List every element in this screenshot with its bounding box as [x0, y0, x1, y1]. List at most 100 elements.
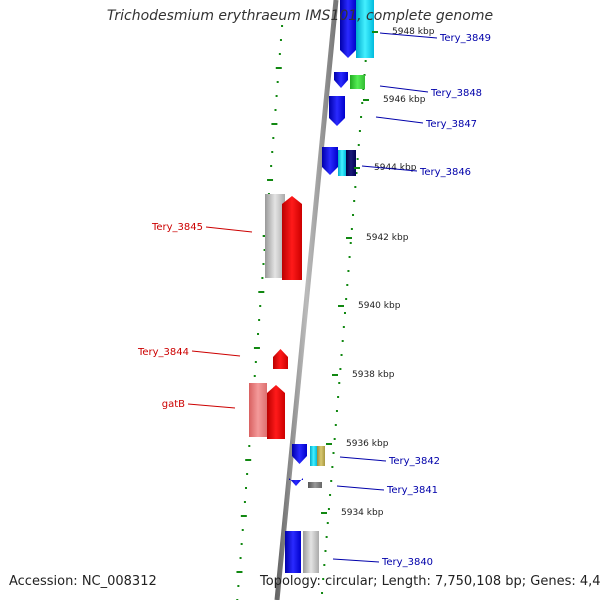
track-dot [339, 368, 342, 370]
genome-summary: Topology: circular; Length: 7,750,108 bp… [260, 574, 600, 589]
track-dot [263, 249, 266, 251]
gene-label-leader [191, 350, 241, 357]
track-dot [245, 459, 252, 461]
track-dot [246, 473, 249, 475]
track-dot [358, 130, 361, 132]
gene-label-leader [187, 403, 236, 409]
track-dot [356, 158, 359, 160]
track-dot [324, 550, 327, 552]
track-dot [267, 179, 274, 181]
gene-label-tery-3848[interactable]: Tery_3848 [430, 88, 482, 99]
track-dot [253, 375, 256, 377]
gene-tery-3842c-glyph[interactable] [317, 446, 325, 466]
track-dot [349, 242, 352, 244]
kbp-tick-mark [326, 443, 332, 445]
gene-tery-3846c-glyph[interactable] [346, 150, 356, 176]
track-dot [323, 564, 326, 566]
kbp-tick-label: 5934 kbp [341, 508, 384, 518]
gene-tery-3841-glyph[interactable] [289, 478, 303, 486]
track-dot [272, 137, 275, 139]
kbp-tick-mark [354, 167, 360, 169]
track-dot [340, 354, 343, 356]
kbp-tick-mark [372, 31, 378, 33]
kbp-tick-label: 5944 kbp [374, 163, 417, 173]
track-dot [261, 277, 264, 279]
track-dot [237, 585, 240, 587]
genome-backbone [274, 0, 339, 600]
track-dot [243, 501, 246, 503]
gene-label-leader [339, 456, 387, 462]
gene-tery-3846-glyph[interactable] [322, 147, 338, 175]
gene-tery-3841b-glyph[interactable] [308, 482, 322, 488]
track-dot [330, 480, 333, 482]
gene-tery-3849b-glyph[interactable] [356, 0, 374, 58]
track-dot [240, 515, 247, 517]
gene-label-tery-3847[interactable]: Tery_3847 [425, 119, 477, 130]
kbp-tick-label: 5946 kbp [383, 95, 426, 105]
track-dot [342, 326, 345, 328]
gene-tery-3848-glyph[interactable] [334, 72, 348, 88]
track-dot [325, 536, 328, 538]
track-dot [245, 487, 248, 489]
track-dot [353, 200, 356, 202]
track-dot [335, 410, 338, 412]
gene-tery-3840b-glyph[interactable] [303, 531, 319, 573]
gene-label-leader [379, 32, 438, 39]
track-dot [326, 522, 329, 524]
accession-text: Accession: NC_008312 [9, 574, 157, 589]
track-dot [337, 396, 340, 398]
gene-label-tery-3845[interactable]: Tery_3845 [151, 222, 203, 233]
gene-tery-3840-glyph[interactable] [285, 531, 301, 573]
track-dot [258, 291, 265, 293]
gene-label-tery-3841[interactable]: Tery_3841 [386, 485, 438, 496]
gene-label-leader [379, 85, 429, 93]
gene-label-tery-3842[interactable]: Tery_3842 [388, 456, 440, 467]
gene-tery-3842-glyph[interactable] [292, 444, 307, 464]
track-dot [332, 452, 335, 454]
kbp-tick-label: 5938 kbp [352, 370, 395, 380]
gene-label-leader [332, 558, 380, 563]
track-dot [322, 578, 325, 580]
track-dot [331, 466, 334, 468]
track-dot [333, 438, 336, 440]
gene-label-tery-3849[interactable]: Tery_3849 [439, 33, 491, 44]
track-dot [240, 543, 243, 545]
gene-label-leader [336, 485, 385, 491]
gene-label-leader [375, 116, 424, 124]
gene-gatb-b-glyph[interactable] [249, 383, 267, 437]
gene-gatb-glyph[interactable] [267, 385, 285, 439]
gene-tery-3848b-glyph[interactable] [350, 75, 365, 89]
track-dot [279, 39, 282, 41]
track-dot [262, 263, 265, 265]
kbp-tick-mark [338, 305, 344, 307]
track-dot [357, 144, 360, 146]
gene-tery-3847-glyph[interactable] [329, 96, 345, 126]
gene-label-tery-3840[interactable]: Tery_3840 [381, 557, 433, 568]
kbp-tick-mark [363, 99, 369, 101]
kbp-tick-label: 5942 kbp [366, 233, 409, 243]
track-dot [275, 67, 282, 69]
gene-tery-3845-glyph[interactable] [282, 196, 302, 280]
track-dot [364, 60, 367, 62]
gene-tery-3849-glyph[interactable] [340, 0, 356, 58]
gene-label-tery-3844[interactable]: Tery_3844 [137, 347, 189, 358]
gene-tery-3845b-glyph[interactable] [265, 194, 285, 278]
gene-label-tery-3846[interactable]: Tery_3846 [419, 167, 471, 178]
track-dot [321, 592, 324, 594]
gene-label-leader [205, 226, 253, 233]
gene-tery-3846b-glyph[interactable] [338, 150, 346, 176]
track-dot [271, 123, 278, 125]
gene-tery-3844-glyph[interactable] [273, 349, 288, 369]
track-dot [259, 305, 262, 307]
track-dot [360, 116, 363, 118]
track-dot [327, 508, 330, 510]
track-dot [346, 284, 349, 286]
track-dot [253, 347, 260, 349]
gene-tery-3842b-glyph[interactable] [310, 446, 317, 466]
gene-label-gatb[interactable]: gatB [162, 399, 185, 410]
track-dot [281, 25, 284, 27]
kbp-tick-label: 5940 kbp [358, 301, 401, 311]
track-dot [341, 340, 344, 342]
